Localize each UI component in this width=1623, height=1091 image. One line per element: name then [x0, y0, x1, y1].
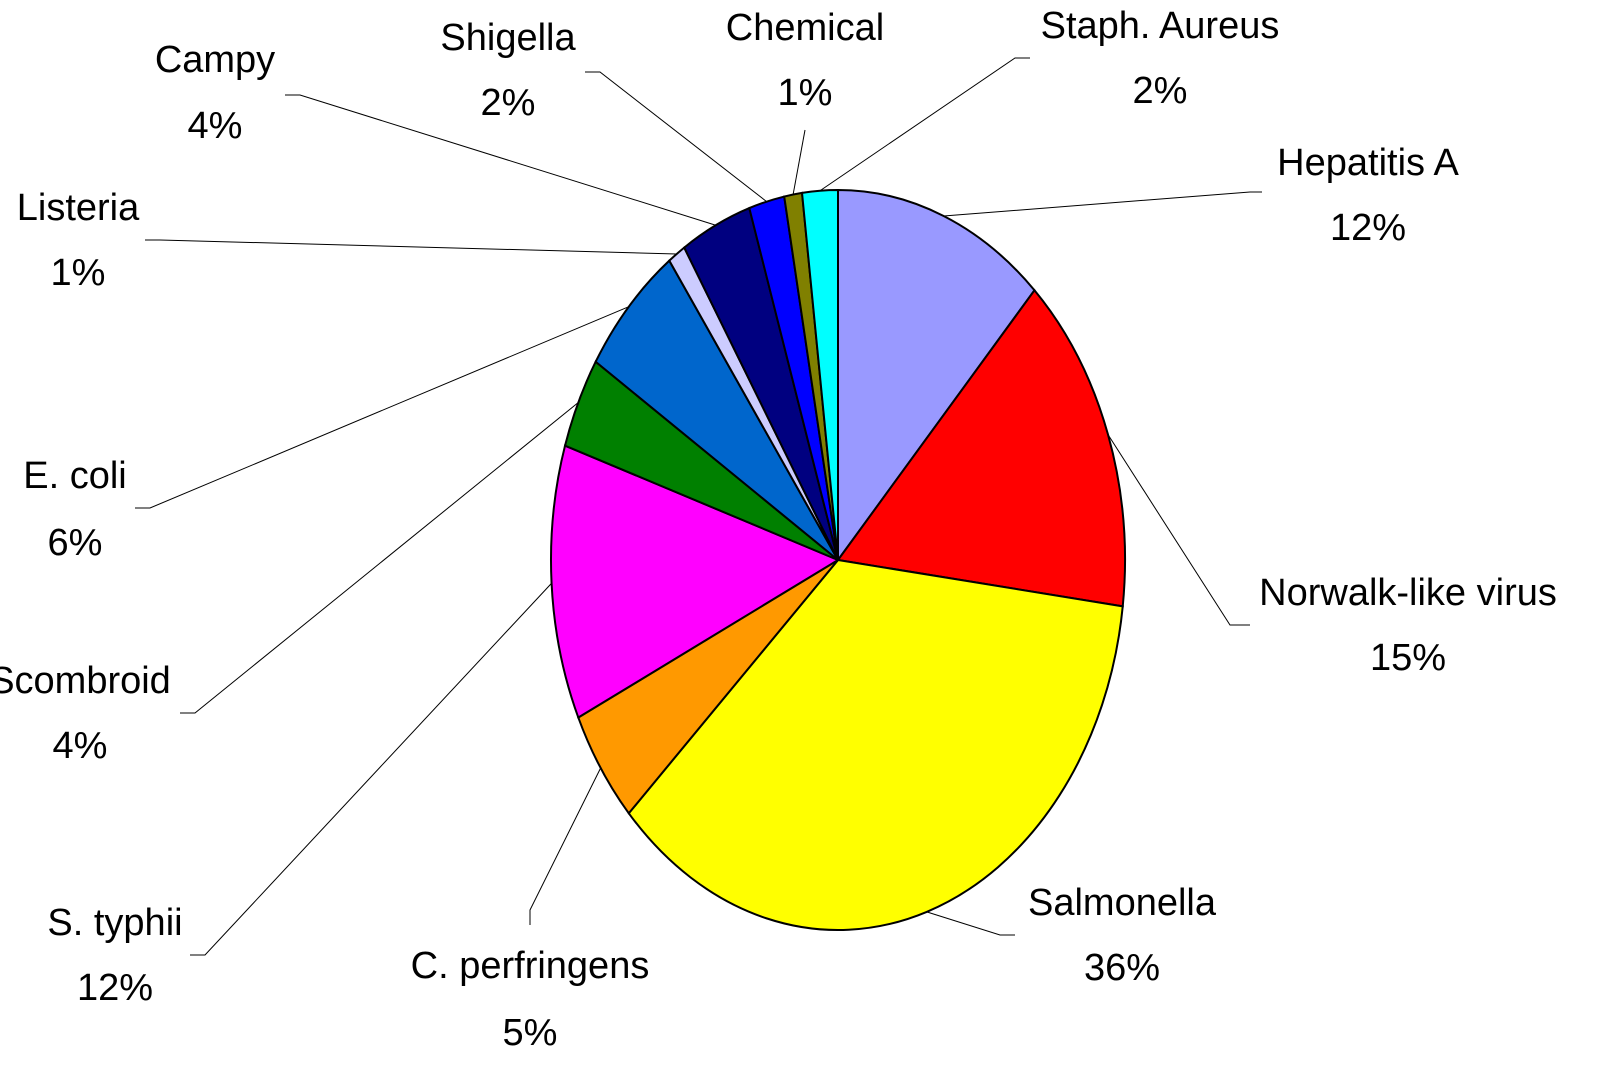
- slice-label: Scombroid: [0, 660, 171, 702]
- slice-label: C. perfringens: [411, 945, 650, 987]
- slice-label: Salmonella: [1028, 882, 1217, 924]
- pie-slice: [837, 188, 1036, 564]
- leader-line: [1107, 434, 1250, 626]
- leader-line: [180, 402, 579, 714]
- leader-line: [190, 582, 552, 956]
- leader-line: [135, 306, 629, 509]
- slice-value-label: 15%: [1370, 637, 1446, 679]
- slice-label: Norwalk-like virus: [1259, 572, 1557, 614]
- pie-slice: [836, 288, 1127, 608]
- leader-line: [529, 767, 602, 925]
- slice-label: Campy: [155, 39, 275, 81]
- leader-line: [145, 239, 677, 255]
- slice-value-label: 1%: [778, 72, 833, 114]
- slice-value-label: 2%: [481, 82, 536, 124]
- slice-value-label: 4%: [53, 725, 108, 767]
- slice-value-label: 4%: [188, 105, 243, 147]
- slice-label: Listeria: [17, 187, 140, 229]
- slice-label: Staph. Aureus: [1041, 5, 1280, 47]
- pie-slice: [627, 558, 1124, 931]
- leader-line: [585, 71, 767, 203]
- leader-line: [943, 191, 1262, 217]
- slice-value-label: 36%: [1084, 947, 1160, 989]
- leader-line: [926, 911, 1015, 936]
- slice-value-label: 12%: [1330, 207, 1406, 249]
- slice-label: Chemical: [726, 7, 884, 49]
- slice-label: Hepatitis A: [1277, 142, 1459, 184]
- slice-value-label: 1%: [51, 252, 106, 294]
- pie-slice: [550, 444, 841, 720]
- slice-value-label: 5%: [503, 1012, 558, 1054]
- slice-value-label: 2%: [1133, 70, 1188, 112]
- leader-line: [792, 129, 806, 195]
- slice-value-label: 12%: [77, 967, 153, 1009]
- leader-line: [819, 57, 1030, 192]
- pie-slice: [594, 259, 839, 561]
- slice-label: S. typhii: [47, 902, 182, 944]
- pie-slice: [800, 188, 839, 561]
- leader-line: [285, 94, 716, 226]
- slice-value-label: 6%: [48, 522, 103, 564]
- slice-label: E. coli: [23, 455, 126, 497]
- slice-label: Shigella: [440, 17, 576, 59]
